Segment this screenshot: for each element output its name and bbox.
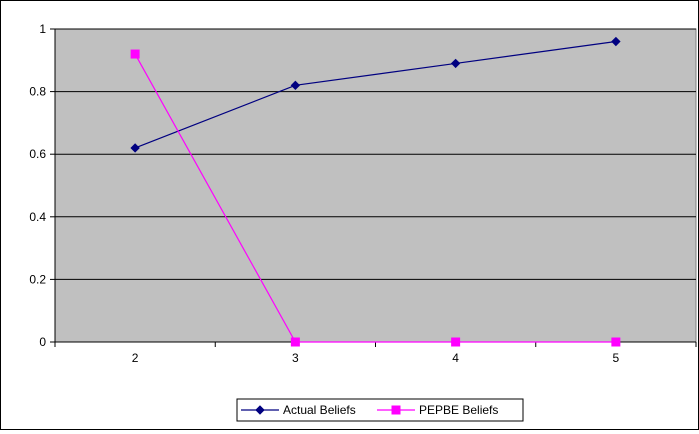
- x-axis: 2 3 4 5: [54, 341, 697, 365]
- x-tick-label: 5: [613, 351, 620, 365]
- legend-label: PEPBE Beliefs: [419, 403, 498, 417]
- y-tick-label: 0.8: [29, 85, 46, 99]
- legend-marker: [391, 405, 401, 415]
- data-point: [611, 337, 621, 347]
- y-tick-label: 0.2: [29, 272, 46, 286]
- data-point: [130, 143, 140, 153]
- series-layer: [130, 36, 621, 347]
- y-tick-label: 0: [39, 335, 46, 349]
- data-point: [290, 337, 300, 347]
- data-point: [290, 80, 301, 91]
- data-point: [611, 36, 621, 47]
- y-tick-label: 0.4: [29, 210, 46, 224]
- x-tick-label: 2: [132, 351, 139, 365]
- legend-marker: [255, 405, 265, 415]
- y-tick-label: 1: [39, 22, 46, 36]
- series-line-2: [134, 53, 616, 343]
- plot-area: [54, 28, 697, 343]
- x-tick-label: 3: [292, 351, 299, 365]
- gridlines: [55, 28, 696, 280]
- data-point: [450, 58, 461, 69]
- y-axis: 0 0.2 0.4 0.6 0.8 1: [29, 22, 56, 349]
- x-tick-label: 4: [452, 351, 459, 365]
- series-line-1: [134, 40, 616, 149]
- data-point: [130, 49, 140, 59]
- y-tick-label: 0.6: [29, 147, 46, 161]
- legend-label: Actual Beliefs: [283, 403, 356, 417]
- legend: Actual Beliefs PEPBE Beliefs: [236, 398, 524, 422]
- data-point: [451, 337, 461, 347]
